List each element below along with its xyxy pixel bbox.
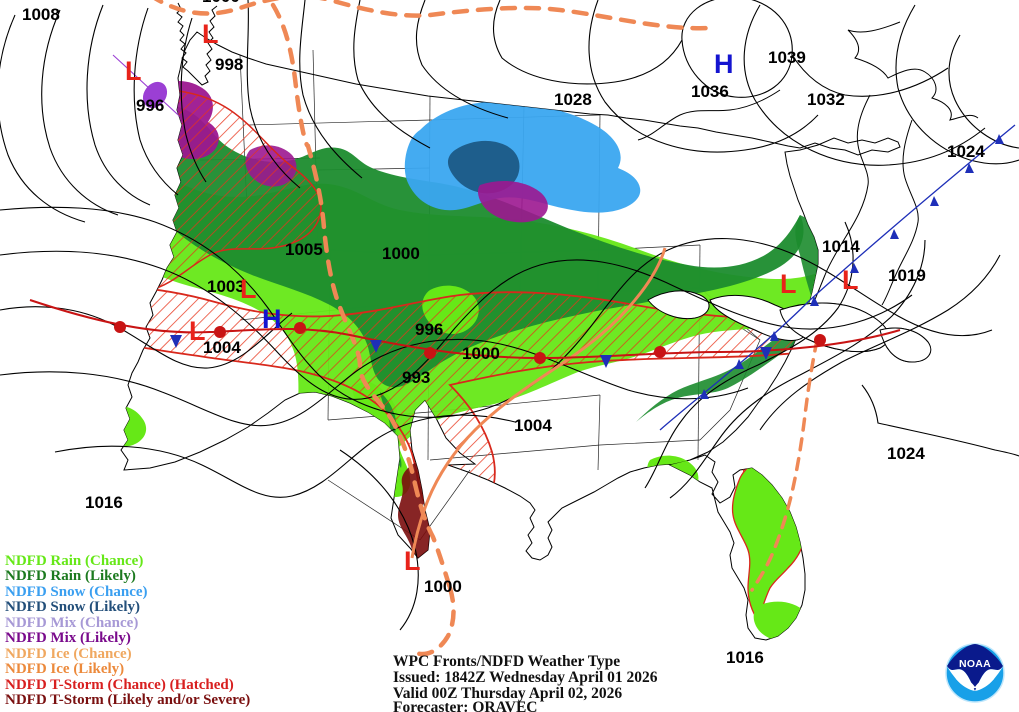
svg-text:993: 993: [402, 368, 430, 387]
svg-text:1016: 1016: [85, 493, 123, 512]
svg-text:NDFD Rain (Chance): NDFD Rain (Chance): [5, 553, 143, 569]
svg-text:L: L: [240, 274, 257, 304]
svg-text:NDFD T-Storm (Likely and/or Se: NDFD T-Storm (Likely and/or Severe): [5, 692, 250, 708]
svg-text:WPC Fronts/NDFD Weather Type: WPC Fronts/NDFD Weather Type: [393, 653, 620, 670]
svg-text:NDFD T-Storm (Chance) (Hatched: NDFD T-Storm (Chance) (Hatched): [5, 677, 234, 693]
svg-text:H: H: [714, 49, 734, 79]
svg-text:NDFD Ice (Likely): NDFD Ice (Likely): [5, 661, 124, 677]
svg-text:H: H: [262, 304, 282, 334]
svg-text:NDFD Snow (Likely): NDFD Snow (Likely): [5, 599, 140, 615]
svg-text:1032: 1032: [807, 90, 845, 109]
svg-text:1028: 1028: [554, 90, 592, 109]
svg-text:1019: 1019: [888, 266, 926, 285]
svg-text:1004: 1004: [203, 338, 241, 357]
svg-text:1014: 1014: [822, 237, 860, 256]
svg-text:1024: 1024: [947, 142, 985, 161]
svg-text:998: 998: [215, 55, 243, 74]
svg-text:L: L: [125, 56, 142, 86]
svg-text:1039: 1039: [768, 48, 806, 67]
svg-text:1008: 1008: [22, 5, 60, 24]
svg-text:996: 996: [415, 320, 443, 339]
svg-text:L: L: [404, 546, 421, 576]
svg-text:1036: 1036: [691, 82, 729, 101]
svg-text:NDFD Mix (Chance): NDFD Mix (Chance): [5, 615, 138, 631]
svg-text:NDFD Rain (Likely): NDFD Rain (Likely): [5, 568, 136, 584]
svg-text:L: L: [780, 269, 797, 299]
svg-text:Issued: 1842Z Wednesday April: Issued: 1842Z Wednesday April 01 2026: [393, 669, 658, 686]
svg-text:Forecaster: ORAVEC: Forecaster: ORAVEC: [393, 699, 538, 712]
svg-text:1000: 1000: [462, 344, 500, 363]
svg-text:996: 996: [136, 96, 164, 115]
svg-text:NOAA: NOAA: [959, 658, 991, 670]
svg-text:NDFD Snow (Chance): NDFD Snow (Chance): [5, 584, 148, 600]
svg-text:L: L: [202, 19, 219, 49]
svg-text:1000: 1000: [382, 244, 420, 263]
svg-text:1000: 1000: [424, 577, 462, 596]
svg-text:1024: 1024: [887, 444, 925, 463]
svg-text:1005: 1005: [285, 240, 323, 259]
svg-text:NDFD Ice (Chance): NDFD Ice (Chance): [5, 646, 132, 662]
svg-text:L: L: [189, 316, 206, 346]
svg-text:1004: 1004: [514, 416, 552, 435]
svg-text:1016: 1016: [726, 648, 764, 667]
svg-text:L: L: [842, 265, 859, 295]
svg-text:NDFD Mix (Likely): NDFD Mix (Likely): [5, 630, 131, 646]
svg-text:1000: 1000: [202, 0, 240, 6]
